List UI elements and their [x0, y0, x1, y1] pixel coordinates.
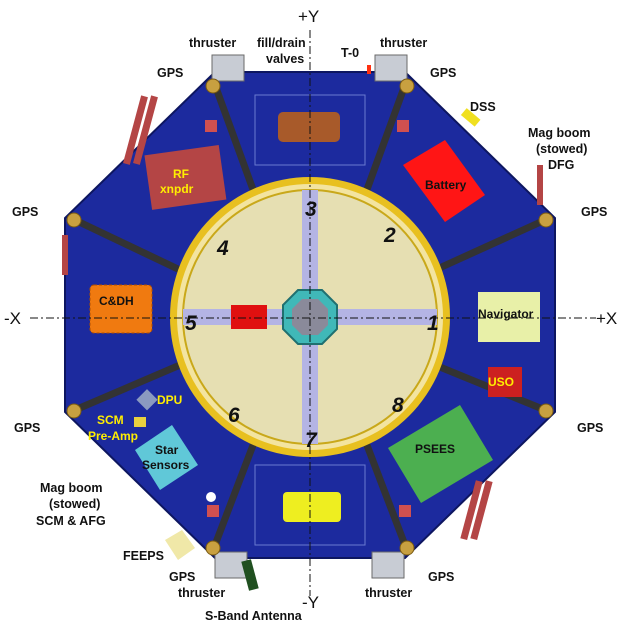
mag-boom-bottom-label-2: (stowed)	[49, 497, 100, 511]
feeps-label: FEEPS	[123, 549, 164, 563]
dpu-label: DPU	[157, 393, 182, 407]
navigator-label: Navigator	[478, 307, 534, 321]
star-label-2: Sensors	[142, 458, 190, 472]
dss-label: DSS	[470, 100, 496, 114]
battery-label: Battery	[425, 178, 467, 192]
number-3: 3	[305, 198, 317, 221]
mag-boom-bottom-label-1: Mag boom	[40, 481, 103, 495]
psees-label: PSEES	[415, 442, 455, 456]
fill-drain-label-1: fill/drain	[257, 36, 306, 50]
mag-boom-stowed	[123, 95, 148, 165]
s-band-label: S-Band Antenna	[205, 609, 303, 623]
mag-boom-stowed	[133, 95, 158, 165]
thruster-label-tl: thruster	[189, 36, 236, 50]
star-sensors-box	[135, 425, 198, 490]
gps-label-2: GPS	[430, 66, 456, 80]
fill-drain-label-2: valves	[266, 52, 304, 66]
bottom-connector	[283, 492, 341, 522]
gps-label-6: GPS	[169, 570, 195, 584]
mag-boom-stowed	[537, 165, 543, 205]
t0-marker	[367, 65, 371, 74]
number-2: 2	[383, 224, 396, 247]
top-connector	[278, 112, 340, 142]
small-square	[207, 505, 219, 517]
gps-label-5: GPS	[428, 570, 454, 584]
rf-xnpdr-box	[144, 144, 227, 210]
white-dot	[206, 492, 216, 502]
hub-core	[292, 299, 328, 335]
mag-boom-stowed	[460, 480, 483, 541]
mag-boom-stowed	[470, 480, 493, 541]
thruster-label-bl: thruster	[178, 586, 225, 600]
thruster-icon	[211, 54, 408, 579]
gps-label-4: GPS	[577, 421, 603, 435]
mag-boom-bottom-label-3: SCM & AFG	[36, 514, 106, 528]
small-square	[397, 120, 409, 132]
thruster-label-tr: thruster	[380, 36, 427, 50]
scm-label-1: SCM	[97, 413, 124, 427]
rf-label-2: xnpdr	[160, 182, 194, 196]
mag-boom-top-label-1: Mag boom	[528, 126, 591, 140]
gps-label-1: GPS	[157, 66, 183, 80]
navigator-box	[478, 292, 540, 342]
number-7: 7	[305, 429, 318, 452]
number-6: 6	[228, 404, 240, 427]
red-block	[231, 305, 267, 329]
star-label-1: Star	[155, 443, 179, 457]
gps-antenna-icon	[66, 78, 554, 556]
mag-boom-top-label-2: (stowed)	[536, 142, 587, 156]
mag-boom-top-label-3: DFG	[548, 158, 574, 172]
scm-label-2: Pre-Amp	[88, 429, 138, 443]
t0-label: T-0	[341, 46, 359, 60]
number-5: 5	[185, 312, 197, 335]
scm-preamp-box	[134, 417, 146, 427]
gps-label-3: GPS	[581, 205, 607, 219]
thruster-label-br: thruster	[365, 586, 412, 600]
small-square	[205, 120, 217, 132]
dss-sensor	[460, 108, 481, 127]
number-8: 8	[392, 394, 404, 417]
axis-plus-x: +X	[596, 309, 617, 328]
battery-box	[403, 140, 485, 222]
s-band-antenna-icon	[241, 559, 259, 591]
psees-box	[388, 405, 493, 503]
mag-boom-stowed	[62, 235, 68, 275]
dpu-box	[136, 389, 158, 411]
gps-label-8: GPS	[12, 205, 38, 219]
number-1: 1	[427, 312, 439, 335]
small-square	[399, 505, 411, 517]
uso-label: USO	[488, 375, 514, 389]
rf-label-1: RF	[173, 167, 189, 181]
cdh-box	[89, 284, 153, 334]
cdh-label: C&DH	[99, 294, 134, 308]
feeps-box	[165, 530, 195, 560]
axis-minus-x: -X	[4, 309, 21, 328]
axis-minus-y: -Y	[302, 593, 319, 612]
axis-plus-y: +Y	[298, 7, 319, 26]
gps-label-7: GPS	[14, 421, 40, 435]
number-4: 4	[216, 237, 229, 260]
uso-box	[488, 367, 522, 397]
